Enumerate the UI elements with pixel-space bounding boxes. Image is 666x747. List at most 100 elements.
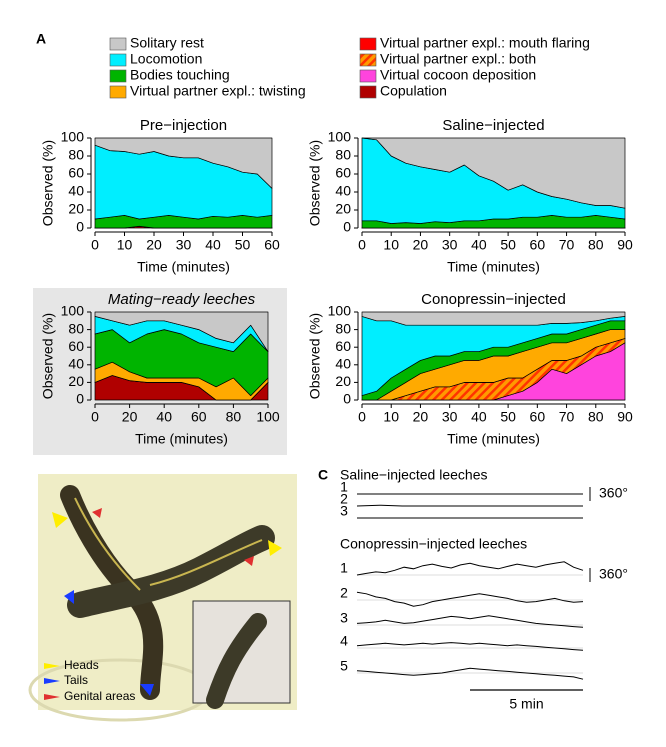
x-tick-label: 0 [91,409,99,425]
x-tick-label: 80 [226,409,242,425]
y-tick-label: 20 [68,373,84,389]
legend-swatch [109,37,127,51]
arrow-head [268,540,282,556]
angle-scale-label: 360° [599,566,628,582]
arrow-tail [140,684,154,696]
x-tick-label: 0 [91,237,99,253]
trace [356,615,584,628]
y-tick-label: 20 [335,201,351,217]
y-axis-label: Observed (%) [40,313,56,399]
x-tick-label: 80 [588,237,604,253]
legend-label: Solitary rest [130,35,204,51]
x-tick-label: 40 [156,409,172,425]
x-tick-label: 50 [500,409,516,425]
y-tick-label: 20 [68,201,84,217]
area [94,137,273,189]
trace-label: 5 [340,658,348,674]
y-tick-label: 0 [343,391,351,407]
x-tick-label: 30 [442,409,458,425]
legend-swatch [359,37,377,51]
y-axis-label: Observed (%) [307,140,323,226]
area [361,137,626,209]
x-tick-label: 30 [442,237,458,253]
trace [356,591,584,607]
x-tick-label: 50 [500,237,516,253]
legend-arrow [44,678,60,684]
y-tick-label: 40 [335,356,351,372]
x-tick-label: 20 [122,409,138,425]
photo-legend: Tails [64,673,88,687]
y-tick-label: 40 [68,183,84,199]
x-tick-label: 90 [617,409,633,425]
arrow-genital [244,556,254,566]
legend-label: Locomotion [130,51,202,67]
x-axis-label: Time (minutes) [135,431,228,447]
y-tick-label: 60 [335,165,351,181]
area [361,311,626,326]
y-tick-label: 80 [335,320,351,336]
y-tick-label: 100 [61,129,85,145]
y-tick-label: 100 [328,303,352,319]
legend-label: Copulation [380,83,447,99]
trace [356,642,584,651]
x-tick-label: 90 [617,237,633,253]
panel-letter: A [36,31,46,47]
chart-title: Mating−ready leeches [108,291,256,308]
leech-stripe [149,539,263,586]
x-tick-label: 20 [413,237,429,253]
legend-arrow [44,663,60,669]
chart-title: Conopressin−injected [421,291,566,308]
legend-swatch [359,69,377,83]
x-tick-label: 0 [358,237,366,253]
legend-arrow [44,694,60,700]
chart-title: Saline−injected [442,117,544,134]
x-tick-label: 0 [358,409,366,425]
trace-label: 2 [340,585,348,601]
x-tick-label: 60 [530,409,546,425]
legend-swatch [109,53,127,67]
y-tick-label: 80 [68,147,84,163]
leech-stripe [74,497,141,591]
x-tick-label: 80 [588,409,604,425]
arrow-tail [64,590,74,604]
x-tick-label: 70 [559,409,575,425]
x-tick-label: 60 [191,409,207,425]
y-tick-label: 0 [76,219,84,235]
photo-legend: Heads [64,658,99,672]
legend-swatch [109,69,127,83]
x-tick-label: 40 [471,409,487,425]
time-scale-label: 5 min [509,696,543,712]
legend-label: Virtual partner expl.: mouth flaring [380,35,590,51]
panel-letter: C [318,467,328,483]
x-tick-label: 100 [256,409,280,425]
x-tick-label: 40 [205,237,221,253]
chart-title: Pre−injection [140,117,227,134]
trace-label: 4 [340,633,348,649]
trace-label: 1 [340,479,348,495]
y-axis-label: Observed (%) [307,313,323,399]
x-tick-label: 70 [559,237,575,253]
photo-legend: Genital areas [64,689,135,703]
legend-swatch [359,85,377,99]
trace-label: 2 [340,491,348,507]
y-axis-label: Observed (%) [40,140,56,226]
y-tick-label: 80 [335,147,351,163]
x-tick-label: 20 [413,409,429,425]
x-tick-label: 60 [530,237,546,253]
legend-label: Bodies touching [130,67,230,83]
legend-swatch [109,85,127,99]
y-tick-label: 100 [328,129,352,145]
y-tick-label: 20 [335,373,351,389]
x-tick-label: 50 [235,237,251,253]
leech [206,613,267,709]
x-axis-label: Time (minutes) [447,431,540,447]
x-axis-label: Time (minutes) [447,259,540,275]
x-tick-label: 10 [383,237,399,253]
x-axis-label: Time (minutes) [137,259,230,275]
trace [356,667,584,680]
legend-label: Virtual partner expl.: twisting [130,83,306,99]
y-tick-label: 80 [68,320,84,336]
x-tick-label: 20 [146,237,162,253]
legend-label: Virtual cocoon deposition [380,67,536,83]
